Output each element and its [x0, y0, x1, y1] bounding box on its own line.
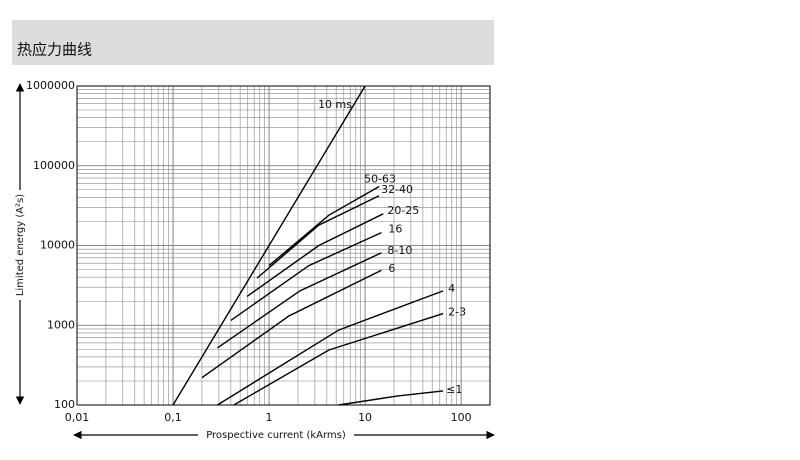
x-axis-label: Prospective current (kArms)	[206, 430, 346, 441]
header-bar	[12, 20, 494, 65]
y-tick-label: 1000	[47, 318, 75, 331]
chart-title: 热应力曲线	[17, 41, 92, 59]
x-tick-label: 1	[266, 411, 273, 424]
curve	[268, 185, 380, 267]
curve	[233, 312, 444, 406]
y-tick-label: 100000	[33, 159, 75, 172]
curve-label: 32-40	[381, 183, 413, 196]
curve-label: 50-63	[364, 172, 396, 185]
curve	[230, 231, 382, 321]
arrow-gap	[12, 190, 28, 300]
y-tick-label: 100	[54, 398, 75, 411]
y-tick-label: 1000000	[26, 79, 75, 92]
curve-label: 16	[388, 223, 402, 236]
curve	[338, 390, 444, 406]
curve	[217, 252, 382, 349]
x-tick-label: 100	[451, 411, 472, 424]
curve-label: 6	[388, 262, 395, 275]
curve	[246, 213, 384, 297]
y-axis-label: Limited energy (A²s)	[15, 194, 26, 296]
x-tick-label: 10	[358, 411, 372, 424]
curve	[172, 85, 366, 406]
arrow-gap	[198, 428, 354, 442]
plot-border	[76, 85, 491, 406]
plot-area: 0,01 0,1 1 10 100 100 1000 10000 100000 1000000 10…	[26, 79, 491, 424]
curve-label: 20-25	[387, 204, 419, 217]
curve-label: 2-3	[448, 306, 466, 319]
curve-label: 4	[448, 282, 455, 295]
x-tick-label: 0,01	[65, 411, 90, 424]
curve-label: 8-10	[387, 244, 412, 257]
curve-label: ≤1	[446, 383, 462, 396]
x-tick-label: 0,1	[164, 411, 182, 424]
curve	[201, 269, 382, 379]
curve	[256, 195, 380, 279]
curve-label: 10 ms	[318, 98, 352, 111]
y-tick-label: 10000	[40, 239, 75, 252]
curve	[217, 290, 444, 406]
